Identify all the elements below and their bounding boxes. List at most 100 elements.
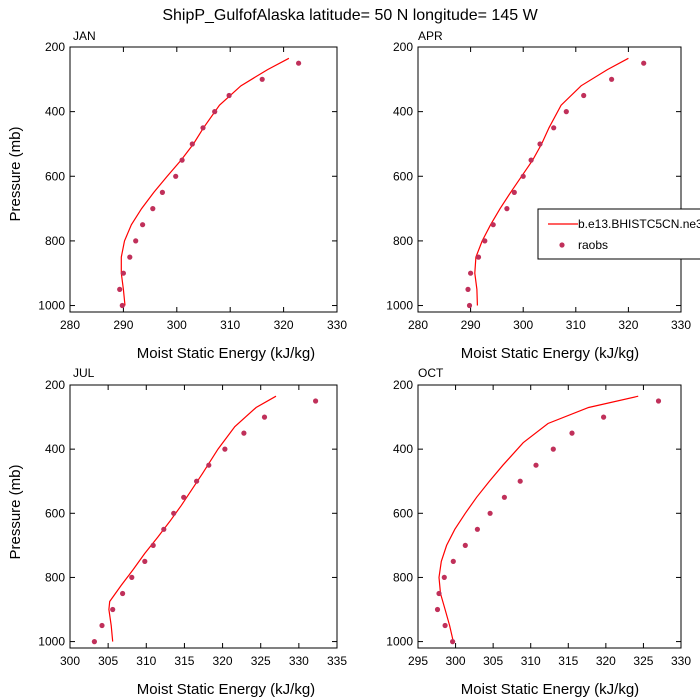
raobs-point [468, 270, 474, 276]
raobs-point [537, 141, 543, 147]
raobs-point [442, 622, 448, 629]
model-line-oct [438, 395, 639, 642]
raobs-point [466, 302, 473, 309]
raobs-point [120, 590, 126, 597]
raobs-point [161, 526, 167, 532]
raobs-point [150, 206, 156, 212]
raobs-point [200, 125, 206, 131]
raobs-point [189, 141, 195, 147]
x-tick-label: 330 [327, 318, 347, 332]
raobs-point [482, 238, 488, 244]
x-tick-label: 290 [113, 318, 133, 332]
raobs-point [140, 222, 146, 228]
model-line-jan [120, 57, 290, 306]
plot-frame-oct [417, 384, 682, 649]
raobs-point [550, 446, 556, 452]
raobs-point [601, 414, 607, 420]
y-tick-label: 200 [393, 378, 413, 392]
raobs-point [462, 542, 468, 549]
x-tick-label: 320 [618, 318, 638, 332]
x-tick-label: 290 [461, 318, 481, 332]
x-tick-label: 295 [408, 654, 428, 668]
x-axis-title-jan: Moist Static Energy (kJ/kg) [137, 345, 315, 362]
raobs-point [490, 222, 496, 228]
raobs-point [241, 430, 247, 436]
chart-title: ShipP_GulfofAlaska latitude= 50 N longit… [162, 7, 538, 24]
raobs-point [655, 398, 662, 404]
y-tick-label: 400 [45, 105, 65, 119]
raobs-point [117, 286, 123, 292]
x-tick-label: 310 [136, 654, 156, 668]
x-tick-label: 315 [174, 654, 194, 668]
x-tick-label: 325 [633, 654, 653, 668]
x-tick-label: 315 [558, 654, 578, 668]
raobs-point [569, 430, 575, 436]
panel-jan: JAN Moist Static Energy (kJ/kg) Pressure… [7, 29, 347, 362]
raobs-point [173, 173, 179, 179]
raobs-point [159, 189, 165, 195]
raobs-point [110, 606, 116, 613]
x-tick-label: 300 [167, 318, 187, 332]
y-tick-label: 600 [393, 169, 413, 183]
panel-apr: APR Moist Static Energy (kJ/kg) 280 290 30… [386, 29, 691, 362]
raobs-point [551, 125, 557, 131]
y-tick-label: 800 [45, 570, 65, 584]
x-tick-label: 330 [671, 654, 691, 668]
y-axis-title-jul: Pressure (mb) [7, 464, 24, 559]
raobs-point [313, 398, 319, 404]
raobs-point [222, 446, 228, 452]
raobs-point [129, 574, 135, 581]
y-axis-title-jan: Pressure (mb) [7, 126, 24, 221]
plot-frame-apr [417, 46, 682, 313]
y-tick-label: 800 [393, 570, 413, 584]
raobs-point [436, 590, 442, 597]
raobs-point [120, 270, 126, 276]
y-tick-label: 800 [393, 234, 413, 248]
x-tick-label: 305 [483, 654, 503, 668]
raobs-point [259, 76, 265, 82]
raobs-point [609, 76, 615, 82]
plot-frame-jan [69, 46, 338, 313]
y-tick-label: 200 [45, 40, 65, 54]
raobs-point [261, 414, 268, 420]
model-line-jul [108, 395, 277, 642]
x-tick-label: 280 [408, 318, 428, 332]
y-tick-label: 1000 [38, 299, 65, 313]
y-tick-label: 600 [393, 506, 413, 520]
raobs-point [226, 92, 232, 99]
raobs-point [142, 558, 148, 565]
panel-label-jan: JAN [73, 29, 96, 43]
raobs-point [441, 574, 447, 581]
raobs-point [179, 157, 185, 163]
raobs-point [511, 189, 517, 195]
x-tick-label: 335 [327, 654, 347, 668]
x-tick-label: 320 [596, 654, 616, 668]
raobs-point [501, 494, 507, 500]
panel-label-apr: APR [418, 29, 443, 43]
raobs-point [296, 60, 302, 66]
y-tick-label: 1000 [386, 635, 413, 649]
raobs-point [517, 478, 523, 484]
raobs-point [181, 494, 187, 500]
panel-oct: OCT Moist Static Energy (kJ/kg) 295 300 30… [386, 366, 691, 698]
x-tick-label: 330 [289, 654, 309, 668]
raobs-point [434, 606, 441, 613]
legend: b.e13.BHISTC5CN.ne30_g16.cam.h0 raobs [537, 208, 700, 260]
x-axis-title-jul: Moist Static Energy (kJ/kg) [137, 681, 315, 698]
panel-label-oct: OCT [418, 366, 444, 380]
y-tick-label: 400 [393, 442, 413, 456]
raobs-point [99, 622, 105, 629]
x-tick-label: 320 [213, 654, 233, 668]
y-tick-label: 800 [45, 234, 65, 248]
raobs-point [533, 462, 539, 468]
x-tick-label: 300 [60, 654, 80, 668]
y-tick-label: 1000 [386, 299, 413, 313]
raobs-point [127, 254, 133, 260]
legend-obs-label: raobs [578, 238, 608, 252]
x-tick-label: 280 [60, 318, 80, 332]
panel-jul: JUL Moist Static Energy (kJ/kg) Pressure… [7, 366, 347, 698]
raobs-point [474, 526, 480, 532]
raobs-point [581, 92, 587, 99]
y-tick-label: 400 [393, 105, 413, 119]
